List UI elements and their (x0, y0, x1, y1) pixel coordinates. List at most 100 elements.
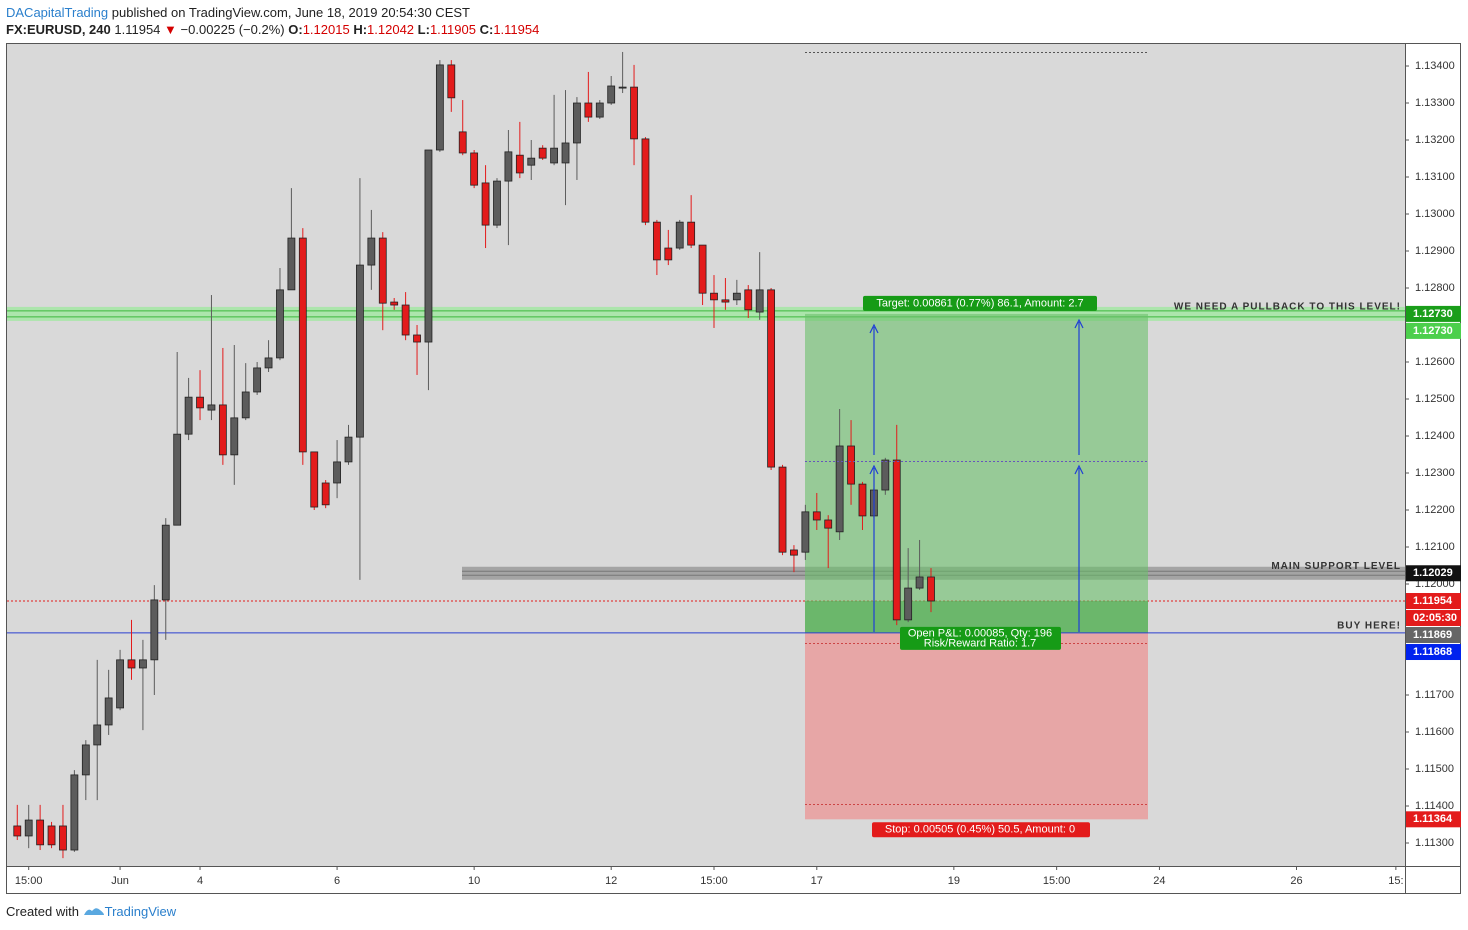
candle-body (618, 86, 627, 89)
last: 1.11954 (114, 22, 161, 37)
chart: 1.13400 1.13300 1.13200 1.13100 1.13000 1.129… (6, 43, 1461, 894)
candle-body (276, 289, 284, 359)
symbol: FX:EURUSD, 240 (6, 22, 111, 37)
candle-body (378, 237, 387, 304)
y-tick-label: 1.12200 (1415, 504, 1455, 516)
y-tick-label: 1.12100 (1415, 541, 1455, 553)
y-tick-label: 1.13400 (1415, 60, 1455, 72)
candle-body (93, 724, 102, 746)
x-tick-label: 10 (468, 875, 480, 887)
candle-body (732, 292, 741, 301)
y-tick-label: 1.11500 (1415, 763, 1454, 775)
candle-body (435, 64, 444, 151)
x-tick-label: 15: (1388, 875, 1403, 887)
candle-body (675, 221, 684, 249)
x-tick-label: 6 (334, 875, 340, 887)
ohlc-value: 1.12015 (302, 22, 350, 37)
target-zone (805, 313, 1148, 633)
candle-body (698, 244, 707, 294)
y-tick-label: 1.13200 (1415, 134, 1455, 146)
candle-body (401, 304, 410, 336)
ohlc-key: C: (479, 22, 494, 37)
candle-body (116, 659, 124, 709)
ohlc-key: L: (417, 22, 430, 37)
candle-body (13, 825, 22, 837)
candle-body (70, 774, 79, 851)
candle-body (321, 482, 330, 506)
price-label-box (1406, 627, 1461, 644)
candle-body (630, 86, 638, 140)
candle-body (264, 357, 273, 369)
y-tick-label: 1.12900 (1415, 245, 1455, 257)
author[interactable]: DACapitalTrading (6, 5, 109, 20)
candle-body (127, 659, 136, 669)
y-tick-label: 1.13300 (1415, 97, 1455, 109)
stop-label: Stop: 0.00505 (0.45%) 50.5, Amount: 0 (885, 824, 1075, 836)
x-tick-label: Jun (111, 875, 129, 887)
candle-body (687, 221, 696, 246)
candle-body (595, 102, 604, 118)
price-label-box (1406, 593, 1461, 610)
candle-body (584, 102, 593, 118)
pnl-label-box (900, 626, 1061, 650)
x-tick-label: 4 (197, 875, 203, 887)
pnl-label: Open P&L: 0.00085, Qty: 196 (908, 628, 1052, 640)
price-label-box (1406, 644, 1461, 661)
x-tick-label: 24 (1153, 875, 1165, 887)
y-tick-label: 1.11600 (1415, 726, 1454, 738)
candle-body (184, 396, 193, 435)
candle-body (413, 334, 421, 343)
candle-body (310, 451, 319, 508)
y-tick-label: 1.13000 (1415, 208, 1455, 220)
candle-body (173, 433, 182, 526)
candle-body (81, 744, 90, 776)
price-label: 1.12029 (1413, 567, 1453, 579)
candle-body (847, 445, 855, 485)
position-tool (7, 313, 1405, 820)
footer-prefix: Created with (6, 904, 79, 919)
candle-body (150, 599, 159, 661)
candle-body (458, 131, 467, 154)
x-tick-label: 12 (605, 875, 617, 887)
candle-body (664, 247, 673, 261)
price-label: 1.12730 (1413, 308, 1453, 320)
price-label-box (1406, 322, 1461, 339)
candle-body (367, 237, 376, 266)
price-label: 1.11364 (1413, 813, 1453, 825)
price-label: 1.11868 (1413, 646, 1452, 658)
plot-area (7, 44, 1405, 866)
y-tick-label: 1.12400 (1415, 430, 1455, 442)
x-tick-label: 17 (811, 875, 823, 887)
candle-body (207, 404, 216, 411)
candle-body (767, 289, 776, 468)
target-label-box (863, 295, 1097, 311)
quote-line: FX:EURUSD, 240 1.11954 ▼ −0.00225 (−0.2%… (6, 21, 539, 38)
ohlc-key: O: (288, 22, 303, 37)
level-annotation: WE NEED A PULLBACK TO THIS LEVEL! (1174, 302, 1401, 313)
price-label: 1.12730 (1413, 325, 1453, 337)
y-tick-label: 1.11700 (1415, 689, 1454, 701)
candle-body (755, 289, 764, 313)
candle-body (196, 396, 204, 409)
candle-body (561, 142, 570, 164)
candle-body (641, 138, 650, 223)
candle-body (241, 391, 250, 419)
candle-body (607, 85, 616, 104)
candle-body (778, 466, 787, 553)
candle-body (927, 576, 935, 602)
footer: Created with TradingView (6, 904, 176, 919)
candle-body (892, 459, 901, 621)
price-label-box (1406, 610, 1461, 627)
price-label: 1.11869 (1413, 629, 1452, 641)
candle-body (538, 147, 547, 159)
footer-brand[interactable]: TradingView (104, 904, 177, 919)
candle-body (344, 436, 353, 463)
price-label-box (1406, 565, 1461, 582)
x-tick-label: 15:00 (15, 875, 43, 887)
arrow: ▼ (164, 22, 177, 37)
candle-body (253, 367, 262, 393)
y-tick-label: 1.12300 (1415, 467, 1455, 479)
candle-body (812, 511, 821, 521)
y-tick-label: 1.13100 (1415, 171, 1455, 183)
